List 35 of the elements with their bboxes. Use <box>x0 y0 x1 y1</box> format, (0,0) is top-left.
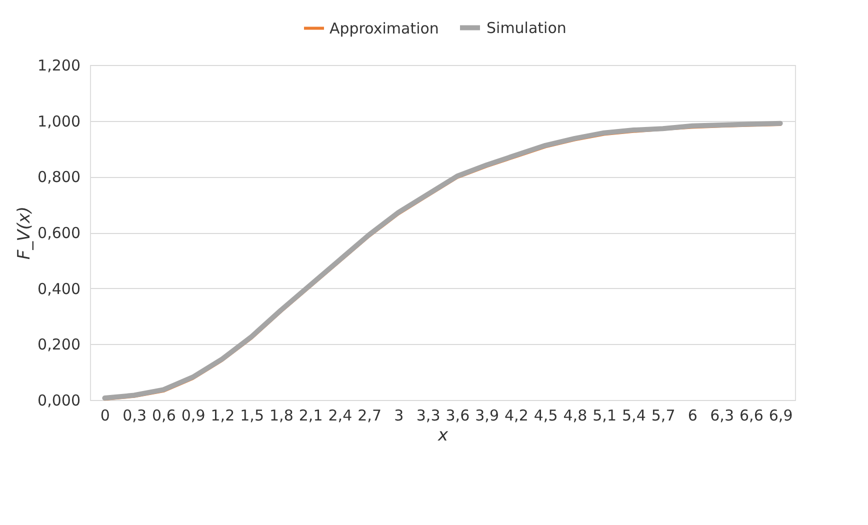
x-tick-label: 2,1 <box>298 406 323 424</box>
x-tick-label: 4,8 <box>563 406 588 424</box>
y-tick-label: 0,400 <box>38 280 80 298</box>
x-tick-label: 1,2 <box>210 406 235 424</box>
y-tick-label: 0,200 <box>38 336 80 354</box>
y-tick-label: 0,000 <box>38 392 80 410</box>
x-tick-label: 1,5 <box>240 406 264 424</box>
y-tick-label: 1,200 <box>38 56 80 74</box>
x-tick-label: 5,1 <box>592 406 616 424</box>
x-tick-label: 2,4 <box>328 406 352 424</box>
x-tick-label: 4,2 <box>504 406 528 424</box>
x-tick-label: 0 <box>100 406 110 424</box>
x-tick-label: 5,4 <box>622 406 646 424</box>
x-tick-label: 6,3 <box>710 406 734 424</box>
x-tick-label: 2,7 <box>358 406 382 424</box>
x-tick-label: 6,9 <box>768 406 793 424</box>
x-tick-label: 1,8 <box>270 406 294 424</box>
x-tick-label: 3,9 <box>475 406 499 424</box>
legend-label: Approximation <box>330 19 439 38</box>
x-axis-title: x <box>436 426 449 446</box>
x-tick-label: 0,6 <box>152 406 176 424</box>
y-axis-title: F_V(x) <box>14 206 35 260</box>
x-tick-label: 4,5 <box>534 406 558 424</box>
x-tick-label: 6 <box>688 406 698 424</box>
x-tick-label: 0,3 <box>122 406 146 424</box>
x-tick-label: 3,6 <box>446 406 470 424</box>
x-tick-label: 5,7 <box>651 406 676 424</box>
y-tick-label: 0,600 <box>38 224 80 242</box>
y-tick-label: 1,000 <box>38 112 80 130</box>
x-tick-label: 3,3 <box>416 406 440 424</box>
legend-label: Simulation <box>486 18 566 37</box>
y-tick-label: 0,800 <box>38 168 80 186</box>
x-tick-label: 0,9 <box>181 406 206 424</box>
x-tick-label: 6,6 <box>740 406 764 424</box>
x-tick-label: 3 <box>394 406 404 424</box>
